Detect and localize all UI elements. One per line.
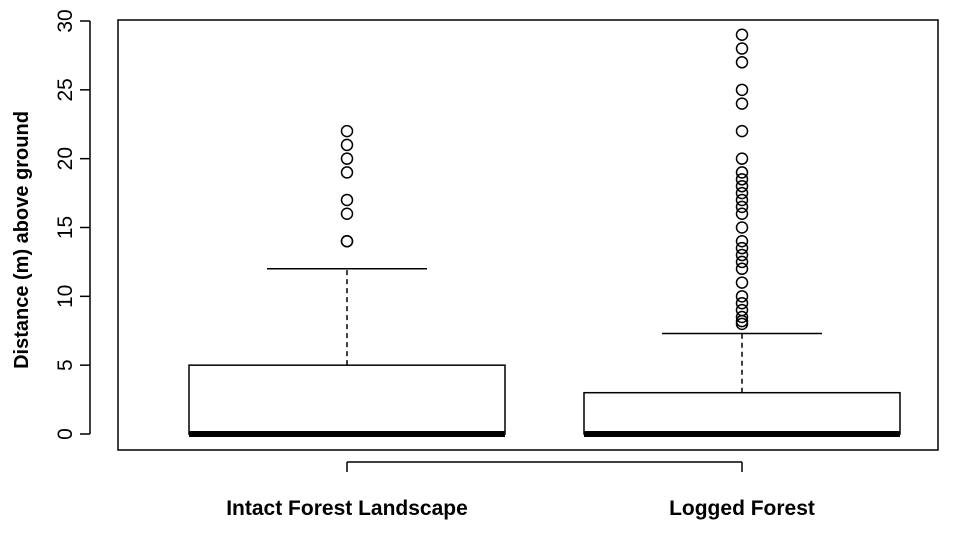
y-tick-label: 20	[54, 147, 77, 170]
outlier-point	[340, 235, 354, 248]
box-group	[188, 124, 506, 437]
outlier-point	[735, 248, 749, 262]
outlier-point	[340, 207, 354, 220]
outlier-point	[735, 207, 749, 220]
y-tick-label: 15	[54, 216, 77, 239]
boxes	[188, 28, 901, 437]
outlier-point	[735, 83, 749, 97]
outlier-point	[735, 221, 749, 234]
box	[583, 391, 901, 435]
y-tick-label: 5	[54, 359, 77, 371]
outlier-point	[340, 193, 354, 207]
x-axis: Intact Forest Landscape Logged Forest	[226, 461, 815, 520]
outlier-point	[735, 193, 749, 207]
outlier-point	[735, 166, 749, 179]
box-group	[583, 28, 901, 437]
outlier-point	[340, 152, 354, 165]
y-tick-label: 10	[54, 285, 77, 308]
outlier-point	[735, 28, 749, 42]
x-category-label: Intact Forest Landscape	[226, 497, 468, 520]
outlier-point	[735, 97, 749, 110]
outlier-point	[735, 42, 749, 55]
outlier-point	[735, 290, 749, 303]
y-axis-title: Distance (m) above ground	[11, 111, 33, 369]
outlier-point	[735, 56, 749, 69]
outlier-point	[340, 166, 354, 179]
outlier-point	[340, 138, 354, 152]
outlier-point	[735, 296, 749, 310]
outlier-point	[735, 255, 749, 269]
outlier-point	[735, 276, 749, 289]
box	[188, 364, 506, 435]
outlier-point	[735, 310, 749, 324]
y-tick-label: 25	[54, 78, 77, 101]
outlier-point	[735, 173, 749, 186]
outlier-point	[735, 241, 749, 255]
outlier-point	[735, 303, 749, 317]
outlier-point	[735, 262, 749, 276]
y-axis: 0 5 10 15 20 25 30	[54, 9, 91, 440]
outlier-point	[735, 179, 749, 193]
outlier-point	[340, 124, 354, 138]
y-tick-label: 30	[54, 9, 77, 32]
outlier-point	[735, 152, 749, 165]
plot-frame	[117, 19, 939, 451]
outlier-point	[735, 124, 749, 138]
y-tick-label: 0	[54, 428, 77, 440]
x-category-label: Logged Forest	[669, 497, 815, 520]
outlier-point	[735, 186, 749, 200]
outlier-point	[735, 200, 749, 214]
outlier-point	[735, 235, 749, 248]
